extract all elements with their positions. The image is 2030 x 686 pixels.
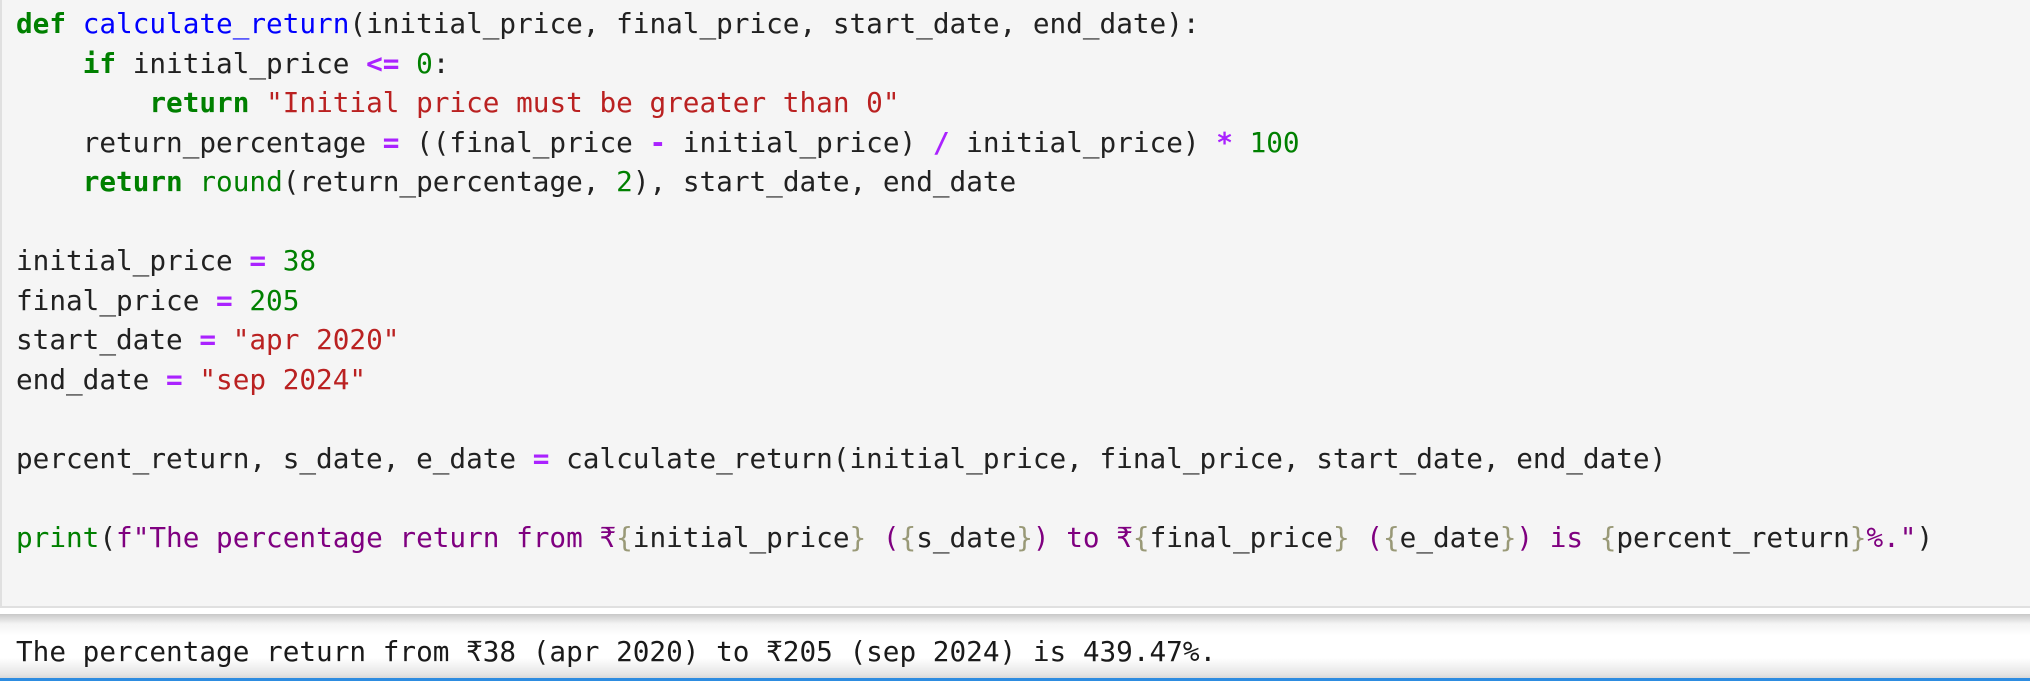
code-token bbox=[16, 47, 83, 80]
code-token: : bbox=[432, 46, 450, 80]
code-line: start_date = "apr 2020" bbox=[16, 320, 1933, 360]
code-line: def calculate_return(initial_price, fina… bbox=[16, 4, 1933, 44]
code-token: return bbox=[82, 165, 183, 198]
code-token: e_date bbox=[1399, 520, 1500, 554]
code-token: = bbox=[216, 283, 233, 317]
code-token: return bbox=[149, 86, 250, 119]
code-token: initial_price bbox=[16, 244, 250, 277]
code-token: final_price bbox=[1149, 520, 1333, 554]
code-line: return "Initial price must be greater th… bbox=[16, 83, 1933, 123]
code-line bbox=[16, 478, 1933, 518]
code-token: 2 bbox=[616, 165, 633, 198]
code-token: = bbox=[382, 125, 400, 159]
code-line: return round(return_percentage, 2), star… bbox=[16, 162, 1933, 202]
code-token: ( bbox=[1349, 520, 1383, 554]
code-token: ) bbox=[1916, 520, 1934, 554]
code-line: final_price = 205 bbox=[16, 281, 1933, 321]
cell-output: The percentage return from ₹38 (apr 2020… bbox=[0, 614, 2030, 678]
code-token: = bbox=[249, 244, 267, 277]
code-token: ) is bbox=[1516, 520, 1600, 554]
code-token: round bbox=[199, 165, 283, 198]
code-token: } bbox=[1849, 520, 1867, 554]
code-token: (return_percentage, bbox=[282, 165, 617, 198]
code-token bbox=[1233, 126, 1250, 159]
code-line bbox=[16, 399, 1933, 439]
code-token: initial_price) bbox=[666, 125, 933, 159]
code-token: start_date bbox=[16, 323, 200, 356]
code-token bbox=[399, 47, 416, 80]
code-token: %." bbox=[1866, 520, 1917, 554]
code-token: { bbox=[1382, 520, 1400, 554]
code-token: final_price bbox=[16, 283, 217, 317]
code-line: percent_return, s_date, e_date = calcula… bbox=[16, 439, 1933, 479]
code-token: initial_price bbox=[632, 520, 850, 554]
code-token: "sep 2024" bbox=[199, 362, 367, 396]
code-token: { bbox=[1132, 520, 1150, 554]
output-text: The percentage return from ₹38 (apr 2020… bbox=[16, 635, 1217, 668]
code-token: calculate_return(initial_price, final_pr… bbox=[549, 441, 1667, 475]
code-token bbox=[249, 86, 266, 119]
code-token: } bbox=[1499, 520, 1517, 554]
code-editor[interactable]: def calculate_return(initial_price, fina… bbox=[16, 4, 1933, 557]
code-token: return_percentage bbox=[16, 125, 383, 159]
code-token: calculate_return bbox=[82, 7, 350, 40]
active-cell-indicator bbox=[0, 678, 2030, 681]
code-token bbox=[183, 165, 200, 198]
code-token: ), start_date, end_date bbox=[632, 165, 1017, 198]
code-token: f"The percentage return from ₹ bbox=[116, 520, 617, 554]
code-token: def bbox=[16, 7, 67, 40]
code-line: end_date = "sep 2024" bbox=[16, 360, 1933, 400]
code-token: initial_price bbox=[116, 46, 367, 80]
code-token: / bbox=[932, 125, 950, 159]
code-token bbox=[183, 363, 200, 396]
code-token: } bbox=[1332, 520, 1350, 554]
code-token: ) to ₹ bbox=[1032, 520, 1133, 554]
code-token: percent_return bbox=[1616, 520, 1850, 554]
code-token bbox=[216, 323, 233, 356]
code-token: (initial_price, final_price, start_date,… bbox=[349, 7, 1200, 40]
code-token: s_date bbox=[916, 520, 1017, 554]
code-token: <= bbox=[366, 46, 400, 80]
code-token: ((final_price bbox=[399, 125, 650, 159]
code-token: "Initial price must be greater than 0" bbox=[266, 86, 900, 119]
code-token: end_date bbox=[16, 362, 167, 396]
code-token: } bbox=[849, 520, 867, 554]
code-token: = bbox=[199, 323, 217, 356]
code-line: initial_price = 38 bbox=[16, 241, 1933, 281]
code-token: ( bbox=[866, 520, 900, 554]
code-token bbox=[66, 7, 83, 40]
code-token: * bbox=[1216, 125, 1233, 159]
code-line: if initial_price <= 0: bbox=[16, 44, 1933, 84]
code-token: = bbox=[166, 362, 183, 396]
code-line: print(f"The percentage return from ₹{ini… bbox=[16, 518, 1933, 558]
code-token: if bbox=[82, 46, 117, 80]
code-token: = bbox=[532, 441, 550, 475]
code-token: print bbox=[16, 520, 100, 554]
code-token bbox=[266, 244, 283, 277]
code-token: } bbox=[1016, 520, 1033, 554]
code-token: { bbox=[616, 520, 633, 554]
code-line bbox=[16, 202, 1933, 242]
code-token: "apr 2020" bbox=[232, 323, 400, 356]
code-token: 205 bbox=[249, 283, 300, 317]
code-token: 38 bbox=[282, 244, 317, 277]
code-cell-input[interactable]: def calculate_return(initial_price, fina… bbox=[0, 0, 2030, 608]
code-token bbox=[16, 165, 83, 198]
code-token: 100 bbox=[1249, 125, 1300, 159]
code-token: ( bbox=[99, 520, 117, 554]
code-token: 0 bbox=[416, 46, 433, 80]
code-token bbox=[16, 86, 149, 119]
code-token: { bbox=[1599, 520, 1617, 554]
code-token: - bbox=[649, 125, 667, 159]
code-token: percent_return, s_date, e_date bbox=[16, 441, 533, 475]
code-token bbox=[233, 284, 250, 317]
code-token: initial_price) bbox=[949, 125, 1217, 159]
code-token: { bbox=[899, 520, 917, 554]
code-line: return_percentage = ((final_price - init… bbox=[16, 123, 1933, 163]
